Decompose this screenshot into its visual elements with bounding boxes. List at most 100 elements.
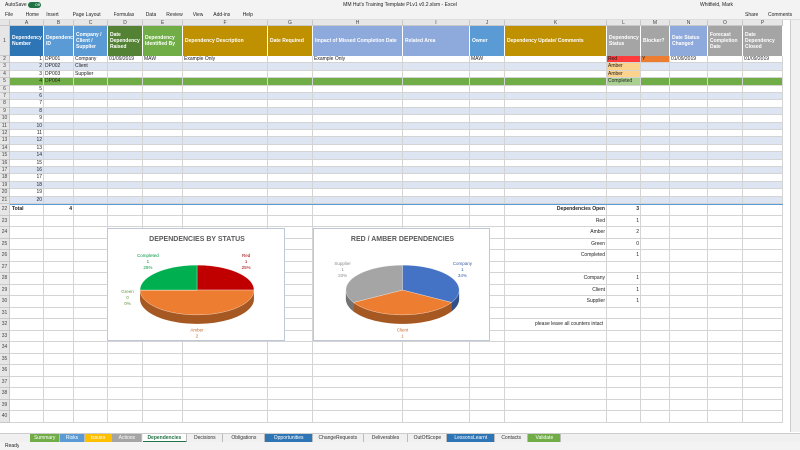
row-number[interactable]: 20	[0, 189, 10, 197]
cell[interactable]	[403, 159, 470, 167]
cell[interactable]	[505, 238, 607, 250]
cell[interactable]: 10	[10, 122, 44, 130]
cell[interactable]	[743, 227, 783, 239]
cell[interactable]	[607, 319, 641, 331]
row-number[interactable]: 18	[0, 174, 10, 182]
cell[interactable]	[470, 365, 505, 377]
cell[interactable]: Example Only	[313, 56, 403, 64]
row-number[interactable]: 23	[0, 215, 10, 227]
column-header[interactable]: Dependency Number	[10, 26, 44, 56]
cell[interactable]	[670, 273, 708, 285]
cell[interactable]	[183, 181, 268, 190]
cell[interactable]	[183, 130, 268, 138]
cell[interactable]	[268, 238, 313, 250]
cell[interactable]	[607, 399, 641, 411]
cell[interactable]	[403, 93, 470, 101]
cell[interactable]	[143, 399, 183, 411]
cell[interactable]	[607, 261, 641, 273]
cell[interactable]: 20	[10, 196, 44, 204]
cell[interactable]	[268, 159, 313, 167]
cell[interactable]	[108, 167, 143, 175]
cell[interactable]	[108, 152, 143, 160]
cell[interactable]	[74, 122, 108, 130]
cell[interactable]: 2	[10, 63, 44, 71]
cell[interactable]	[505, 296, 607, 308]
cell[interactable]: 4	[10, 78, 44, 86]
row-number[interactable]: 9	[0, 107, 10, 116]
cell[interactable]	[743, 152, 783, 160]
cell[interactable]	[670, 152, 708, 160]
cell[interactable]	[108, 342, 143, 354]
cell[interactable]	[108, 376, 143, 388]
row-number[interactable]: 12	[0, 130, 10, 138]
row-number[interactable]: 40	[0, 411, 10, 423]
cell[interactable]	[143, 122, 183, 130]
cell[interactable]	[313, 196, 403, 204]
cell[interactable]	[607, 196, 641, 204]
cell[interactable]	[743, 107, 783, 116]
column-letter[interactable]: H	[313, 20, 403, 26]
cell[interactable]	[708, 107, 743, 116]
cell[interactable]	[607, 365, 641, 377]
cell[interactable]	[183, 399, 268, 411]
cell[interactable]	[10, 261, 44, 273]
cell[interactable]	[641, 296, 670, 308]
cell[interactable]	[670, 122, 708, 130]
cell[interactable]	[143, 115, 183, 123]
cell[interactable]	[641, 189, 670, 197]
cell[interactable]	[607, 159, 641, 167]
cell[interactable]	[743, 100, 783, 108]
cell[interactable]	[108, 63, 143, 71]
cell[interactable]	[743, 365, 783, 377]
cell[interactable]	[505, 130, 607, 138]
cell[interactable]: DP003	[44, 70, 74, 79]
cell[interactable]	[44, 353, 74, 365]
cell[interactable]	[470, 181, 505, 190]
cell[interactable]	[403, 181, 470, 190]
cell[interactable]: 01/09/2019	[108, 56, 143, 64]
cell[interactable]	[470, 189, 505, 197]
row-number[interactable]: 14	[0, 144, 10, 153]
cell[interactable]	[313, 399, 403, 411]
cell[interactable]	[44, 159, 74, 167]
cell[interactable]	[403, 152, 470, 160]
cell[interactable]	[108, 365, 143, 377]
cell[interactable]	[44, 399, 74, 411]
row-number[interactable]: 11	[0, 122, 10, 130]
cell[interactable]	[403, 122, 470, 130]
cell[interactable]	[670, 399, 708, 411]
cell[interactable]	[505, 70, 607, 79]
cell[interactable]	[708, 273, 743, 285]
cell[interactable]	[108, 196, 143, 204]
cell[interactable]	[74, 167, 108, 175]
cell[interactable]	[143, 70, 183, 79]
cell[interactable]	[607, 107, 641, 116]
column-letter[interactable]: J	[470, 20, 505, 26]
cell[interactable]	[670, 261, 708, 273]
cell[interactable]	[183, 115, 268, 123]
cell[interactable]	[470, 137, 505, 145]
cell[interactable]	[641, 319, 670, 331]
cell[interactable]	[183, 78, 268, 86]
cell[interactable]	[743, 353, 783, 365]
cell[interactable]	[708, 342, 743, 354]
cell[interactable]	[607, 307, 641, 319]
row-number[interactable]: 33	[0, 330, 10, 342]
column-letter[interactable]: A	[10, 20, 44, 26]
cell[interactable]	[403, 342, 470, 354]
cell[interactable]	[670, 70, 708, 79]
cell[interactable]	[743, 250, 783, 262]
cell[interactable]	[268, 144, 313, 153]
cell[interactable]	[505, 204, 607, 216]
cell[interactable]	[670, 342, 708, 354]
cell[interactable]	[74, 273, 108, 285]
cell[interactable]	[74, 342, 108, 354]
cell[interactable]	[268, 250, 313, 262]
cell[interactable]	[74, 107, 108, 116]
cell[interactable]	[403, 167, 470, 175]
cell[interactable]	[44, 130, 74, 138]
cell[interactable]	[670, 330, 708, 342]
cell[interactable]	[670, 93, 708, 101]
cell[interactable]: 13	[10, 144, 44, 153]
cell[interactable]	[403, 399, 470, 411]
